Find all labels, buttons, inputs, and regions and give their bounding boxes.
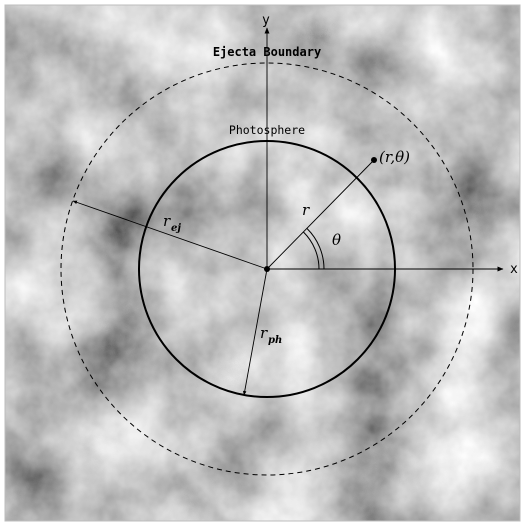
point-marker [371,157,377,163]
ejecta-boundary-circle [60,62,474,476]
ejecta-boundary-label: Ejecta Boundary [213,45,321,59]
theta-arc-outer [306,228,325,270]
r-ph-radius-line [242,268,268,396]
x-axis-label: x [510,262,518,277]
y-axis-label: y [262,13,270,28]
photosphere-label: Photosphere [229,123,305,137]
r-ph-label: r [260,324,268,342]
r-ej-label: r [163,212,171,230]
r-ph-subscript: ph [268,335,282,346]
r-ej-radius-line [72,200,268,270]
r-ej-label-main: r [163,212,171,230]
image-border [4,4,521,522]
center-point [264,266,270,272]
theta-label: θ [332,231,341,249]
cloud-background [5,5,520,521]
r-vector-line [266,159,375,270]
r-vector-label: r [302,201,310,219]
r-ej-subscript: ej [171,223,181,234]
theta-arc-inner [303,231,320,270]
r-ph-label-main: r [260,324,268,342]
photosphere-circle [138,140,396,398]
point-label: (r,θ) [379,148,410,166]
